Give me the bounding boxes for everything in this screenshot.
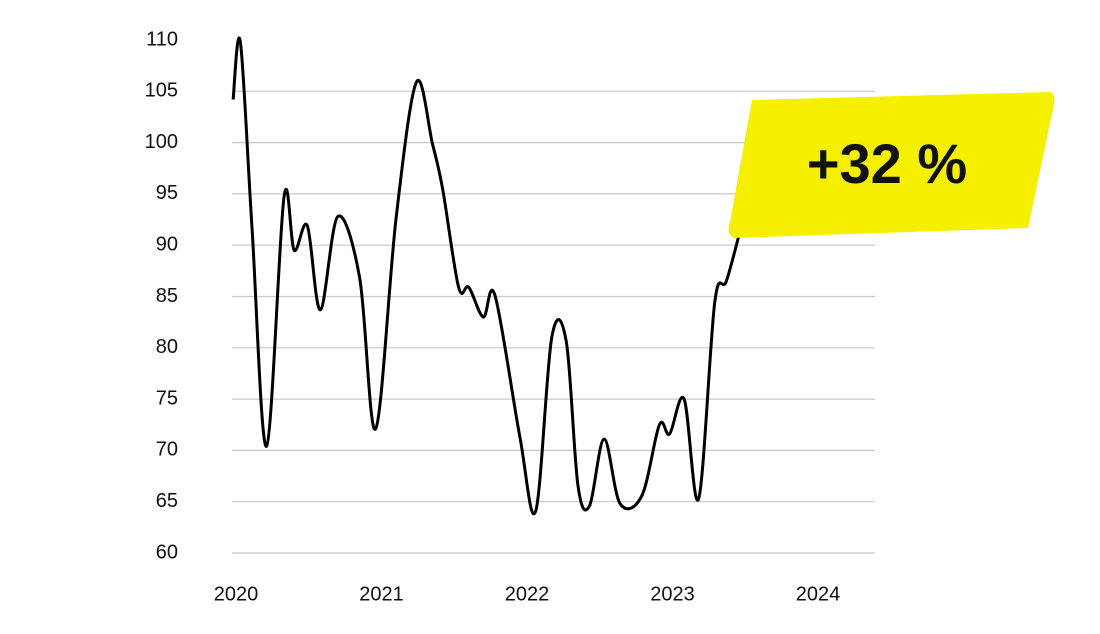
x-tick-label: 2023 bbox=[650, 583, 695, 605]
x-tick-label: 2020 bbox=[214, 583, 259, 605]
line bbox=[231, 36, 743, 516]
y-tick-label: 60 bbox=[156, 541, 178, 563]
y-tick-label: 85 bbox=[156, 285, 178, 307]
y-tick-label: 65 bbox=[156, 490, 178, 512]
y-tick-label: 110 bbox=[146, 28, 178, 50]
y-tick-label: 100 bbox=[145, 131, 178, 153]
badge: +32 % bbox=[728, 92, 1055, 238]
y-tick-label: 105 bbox=[145, 80, 178, 102]
x-tick-label: 2021 bbox=[359, 583, 404, 605]
x-tick-label: 2024 bbox=[796, 583, 841, 605]
x-tick-label: 2022 bbox=[505, 583, 550, 605]
badge-background bbox=[728, 92, 1055, 238]
y-tick-label: 80 bbox=[156, 336, 178, 358]
annotation: +32 % bbox=[807, 132, 967, 195]
y-tick-label: 75 bbox=[156, 387, 178, 409]
y-tick-label: 95 bbox=[156, 182, 178, 204]
y-tick-label: 90 bbox=[156, 233, 178, 255]
y-tick-label: 70 bbox=[156, 439, 178, 461]
